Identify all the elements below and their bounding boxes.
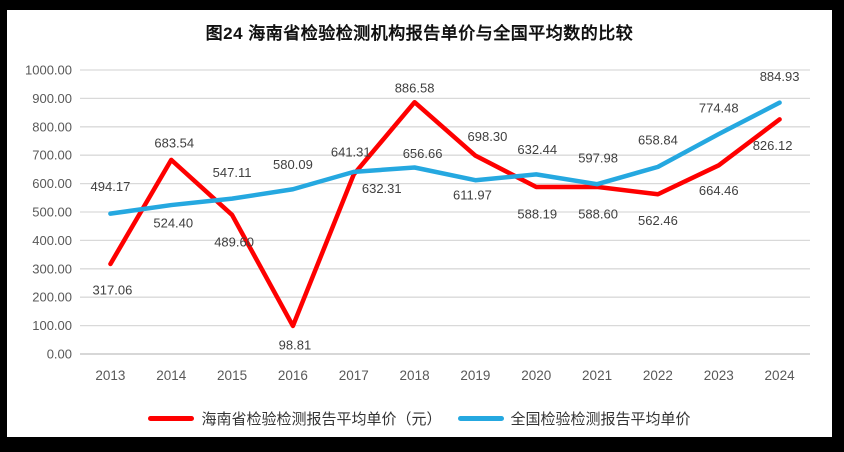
data-label-series-1: 611.97 [453, 188, 492, 203]
y-axis-tick-label: 700.00 [32, 148, 72, 163]
y-axis-tick-label: 900.00 [32, 91, 72, 106]
data-label-series-0: 632.31 [362, 181, 402, 196]
y-axis-tick-label: 300.00 [32, 261, 72, 276]
x-axis-tick-label: 2021 [582, 368, 612, 383]
y-axis-tick-label: 600.00 [32, 176, 72, 191]
data-label-series-0: 698.30 [468, 129, 508, 144]
y-axis-tick-label: 800.00 [32, 119, 72, 134]
x-axis-tick-label: 2018 [400, 368, 430, 383]
y-axis-tick-label: 200.00 [32, 290, 72, 305]
hainan-series-label: 海南省检验检测报告平均单价（元） [201, 411, 442, 428]
data-label-series-0: 683.54 [154, 135, 194, 150]
y-axis-tick-label: 100.00 [32, 318, 72, 333]
data-label-series-1: 658.84 [638, 132, 678, 147]
x-axis-tick-label: 2014 [156, 368, 187, 383]
data-label-series-1: 494.17 [91, 179, 131, 194]
y-axis-tick-label: 1000.00 [25, 63, 72, 78]
data-label-series-0: 886.58 [395, 81, 435, 96]
data-label-series-0: 98.81 [279, 337, 312, 352]
data-label-series-1: 884.93 [760, 69, 800, 84]
data-label-series-0: 664.46 [699, 183, 739, 198]
x-axis-tick-label: 2017 [339, 368, 369, 383]
legend-item-hainan: 海南省检验检测报告平均单价（元） [148, 408, 442, 429]
x-axis-tick-label: 2019 [460, 368, 490, 383]
x-axis-tick-label: 2023 [704, 368, 734, 383]
x-axis-tick-label: 2013 [95, 368, 125, 383]
line-chart: 0.00 100.00 200.00 300.00 400.00 500.00 600.00… [25, 63, 810, 383]
data-label-series-0: 489.60 [214, 234, 254, 249]
data-label-series-1: 580.09 [273, 157, 313, 172]
data-label-series-0: 826.12 [753, 138, 793, 153]
hainan-series-swatch [148, 416, 195, 421]
y-axis-tick-label: 0.00 [47, 347, 72, 362]
x-axis-tick-label: 2016 [278, 368, 308, 383]
y-axis-tick-label: 500.00 [32, 205, 72, 220]
series-line-0 [108, 99, 782, 329]
series-line-1 [108, 100, 782, 216]
chart-title: 图24 海南省检验检测机构报告单价与全国平均数的比较 [205, 24, 634, 43]
data-label-series-1: 524.40 [153, 216, 193, 231]
national-series-swatch [457, 416, 504, 421]
x-axis-tick-label: 2020 [521, 368, 551, 383]
legend: 海南省检验检测报告平均单价（元） 全国检验检测报告平均单价 [7, 408, 832, 429]
national-series-label: 全国检验检测报告平均单价 [510, 411, 691, 428]
data-label-series-0: 317.06 [93, 282, 133, 297]
data-label-series-1: 547.11 [213, 165, 252, 180]
legend-item-national: 全国检验检测报告平均单价 [457, 408, 691, 429]
data-label-series-1: 656.66 [403, 146, 443, 161]
chart-canvas: 图24 海南省检验检测机构报告单价与全国平均数的比较 0.00 100.00 200… [7, 10, 832, 437]
data-label-series-1: 641.31 [331, 144, 371, 159]
x-axis-tick-label: 2015 [217, 368, 247, 383]
y-axis-tick-label: 400.00 [32, 233, 72, 248]
data-label-series-0: 588.19 [517, 206, 557, 221]
x-axis-tick-label: 2022 [643, 368, 673, 383]
x-axis-tick-label: 2024 [765, 368, 796, 383]
data-label-series-0: 562.46 [638, 213, 678, 228]
data-label-series-1: 632.44 [517, 142, 557, 157]
data-label-series-1: 597.98 [578, 151, 618, 166]
data-label-series-0: 588.60 [578, 206, 618, 221]
data-label-series-1: 774.48 [699, 101, 739, 116]
